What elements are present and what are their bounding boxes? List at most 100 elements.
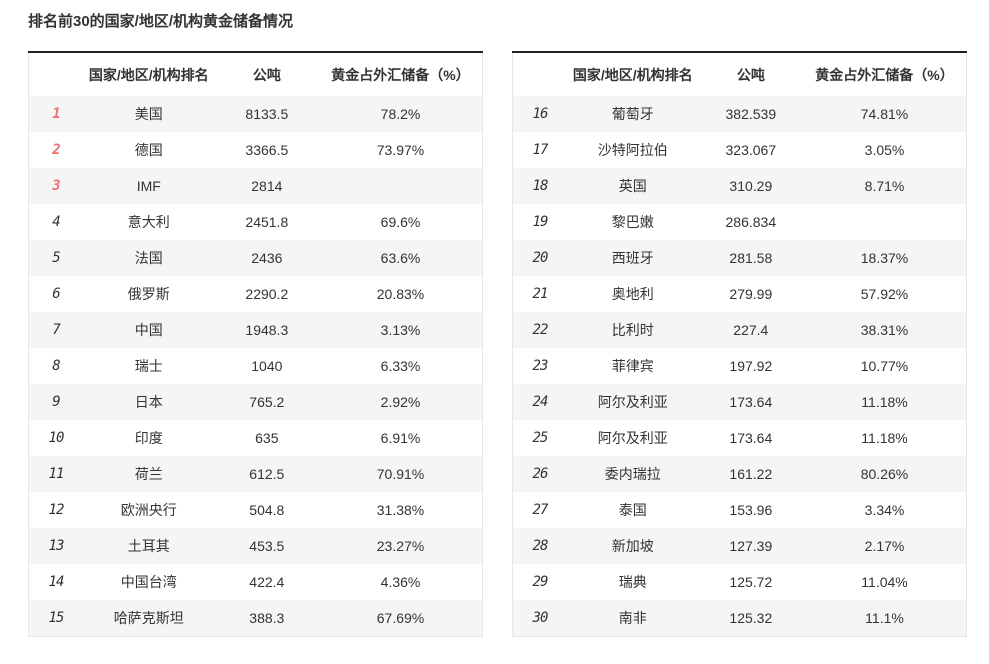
pct-cell: 6.33% bbox=[380, 358, 421, 374]
header-rank bbox=[512, 52, 567, 96]
tons-cell: 173.64 bbox=[729, 394, 773, 410]
table-row: 17 沙特阿拉伯 323.067 3.05% bbox=[513, 132, 967, 168]
rank-cell: 23 bbox=[532, 358, 549, 374]
pct-cell bbox=[319, 168, 482, 204]
pct-cell: 38.31% bbox=[860, 322, 909, 338]
rank-cell: 14 bbox=[48, 574, 65, 590]
country-cell: 土耳其 bbox=[127, 538, 170, 554]
table-row: 26 委内瑞拉 161.22 80.26% bbox=[512, 456, 967, 492]
tons-cell: 2814 bbox=[251, 178, 283, 194]
country-cell: 菲律宾 bbox=[611, 358, 654, 374]
rank-cell: 28 bbox=[532, 538, 549, 554]
page-title: 排名前30的国家/地区/机构黄金储备情况 bbox=[28, 13, 294, 30]
pct-cell: 11.18% bbox=[861, 394, 908, 410]
rank-cell: 1 bbox=[52, 106, 60, 122]
rank-cell: 16 bbox=[532, 106, 549, 122]
pct-cell: 11.18% bbox=[861, 430, 908, 446]
pct-cell: 73.97% bbox=[376, 142, 425, 158]
gold-reserves-table-ranks-16-30: 国家/地区/机构排名 公吨 黄金占外汇储备（%） 16 葡萄牙 382.539 74.… bbox=[512, 51, 967, 637]
country-cell: 瑞典 bbox=[618, 574, 647, 590]
country-cell: 阿尔及利亚 bbox=[597, 430, 668, 446]
country-cell: 新加坡 bbox=[611, 538, 654, 554]
pct-cell: 78.2% bbox=[380, 106, 421, 122]
tons-cell: 125.32 bbox=[729, 609, 773, 626]
table-row: 1 美国 8133.5 78.2% bbox=[28, 96, 483, 132]
country-cell: 欧洲央行 bbox=[120, 502, 177, 518]
header-gold-fx-percent: 黄金占外汇储备（%） bbox=[803, 52, 967, 96]
pct-cell: 3.34% bbox=[864, 502, 905, 518]
table-row: 4 意大利 2451.8 69.6% bbox=[29, 204, 483, 240]
country-cell: IMF bbox=[136, 178, 161, 194]
rank-cell: 29 bbox=[532, 574, 549, 590]
table-row: 27 泰国 153.96 3.34% bbox=[513, 492, 967, 528]
pct-cell: 3.05% bbox=[864, 142, 905, 158]
table-row: 11 荷兰 612.5 70.91% bbox=[28, 456, 483, 492]
pct-cell: 6.91% bbox=[380, 430, 421, 446]
table-row: 12 欧洲央行 504.8 31.38% bbox=[29, 492, 483, 528]
tons-cell: 153.96 bbox=[729, 502, 773, 518]
rank-cell: 3 bbox=[52, 178, 60, 194]
table-row: 22 比利时 227.4 38.31% bbox=[512, 312, 967, 348]
pct-cell: 23.27% bbox=[376, 538, 425, 554]
country-cell: 委内瑞拉 bbox=[604, 466, 661, 482]
pct-cell: 8.71% bbox=[864, 178, 905, 194]
rank-cell: 13 bbox=[48, 538, 65, 554]
rank-cell: 25 bbox=[532, 430, 549, 446]
tons-cell: 2436 bbox=[251, 250, 283, 266]
header-metric-tons: 公吨 bbox=[214, 52, 320, 96]
tons-cell: 173.64 bbox=[729, 430, 773, 446]
pct-cell: 11.04% bbox=[861, 574, 908, 590]
country-cell: 黎巴嫩 bbox=[611, 214, 654, 230]
rank-cell: 19 bbox=[532, 214, 549, 230]
country-cell: 比利时 bbox=[611, 322, 654, 338]
country-cell: 英国 bbox=[618, 178, 647, 194]
country-cell: 瑞士 bbox=[134, 358, 163, 374]
rank-cell: 26 bbox=[532, 466, 549, 482]
header-gold-fx-percent: 黄金占外汇储备（%） bbox=[319, 52, 483, 96]
header-rank bbox=[28, 52, 83, 96]
rank-cell: 22 bbox=[532, 322, 549, 338]
pct-cell: 10.77% bbox=[860, 358, 909, 374]
rank-cell: 27 bbox=[532, 502, 549, 518]
rank-cell: 11 bbox=[48, 466, 65, 482]
pct-cell: 31.38% bbox=[376, 502, 425, 518]
pct-cell: 2.17% bbox=[864, 538, 905, 554]
country-cell: 德国 bbox=[134, 142, 163, 158]
country-cell: 意大利 bbox=[127, 214, 170, 230]
table-row: 7 中国 1948.3 3.13% bbox=[28, 312, 483, 348]
rank-cell: 24 bbox=[532, 394, 549, 410]
pct-cell bbox=[803, 204, 966, 240]
tons-cell: 2451.8 bbox=[245, 214, 289, 230]
header-row: 国家/地区/机构排名 公吨 黄金占外汇储备（%） bbox=[28, 52, 483, 96]
rank-cell: 20 bbox=[532, 250, 549, 266]
tons-cell: 635 bbox=[255, 430, 279, 446]
table-row: 20 西班牙 281.58 18.37% bbox=[512, 240, 967, 276]
tons-cell: 125.72 bbox=[729, 574, 773, 590]
rank-cell: 8 bbox=[52, 358, 60, 374]
rank-cell: 5 bbox=[52, 250, 60, 266]
table-row: 9 日本 765.2 2.92% bbox=[28, 384, 483, 420]
table-row: 23 菲律宾 197.92 10.77% bbox=[513, 348, 967, 384]
tons-cell: 453.5 bbox=[249, 538, 285, 554]
rank-cell: 10 bbox=[48, 430, 65, 446]
rank-cell: 15 bbox=[48, 609, 65, 626]
table-row: 21 奥地利 279.99 57.92% bbox=[513, 276, 967, 312]
table-row: 25 阿尔及利亚 173.64 11.18% bbox=[513, 420, 967, 456]
tons-cell: 1040 bbox=[251, 358, 283, 374]
rank-cell: 6 bbox=[52, 286, 60, 302]
table-row: 8 瑞士 1040 6.33% bbox=[29, 348, 483, 384]
country-cell: 中国 bbox=[134, 322, 163, 338]
tons-cell: 422.4 bbox=[249, 574, 285, 590]
table-row: 6 俄罗斯 2290.2 20.83% bbox=[29, 276, 483, 312]
rank-cell: 7 bbox=[52, 322, 60, 338]
country-cell: 中国台湾 bbox=[120, 574, 177, 590]
tons-cell: 382.539 bbox=[725, 106, 777, 122]
page: 排名前30的国家/地区/机构黄金储备情况 国家/地区/机构排名 公吨 黄金占外汇… bbox=[0, 13, 989, 637]
rank-cell: 12 bbox=[48, 502, 65, 518]
country-cell: 日本 bbox=[134, 394, 163, 410]
pct-cell: 4.36% bbox=[380, 574, 421, 590]
tons-cell: 197.92 bbox=[729, 358, 773, 374]
table-row: 15 哈萨克斯坦 388.3 67.69% bbox=[28, 600, 483, 636]
table-row: 14 中国台湾 422.4 4.36% bbox=[29, 564, 483, 600]
country-cell: 印度 bbox=[134, 430, 163, 446]
